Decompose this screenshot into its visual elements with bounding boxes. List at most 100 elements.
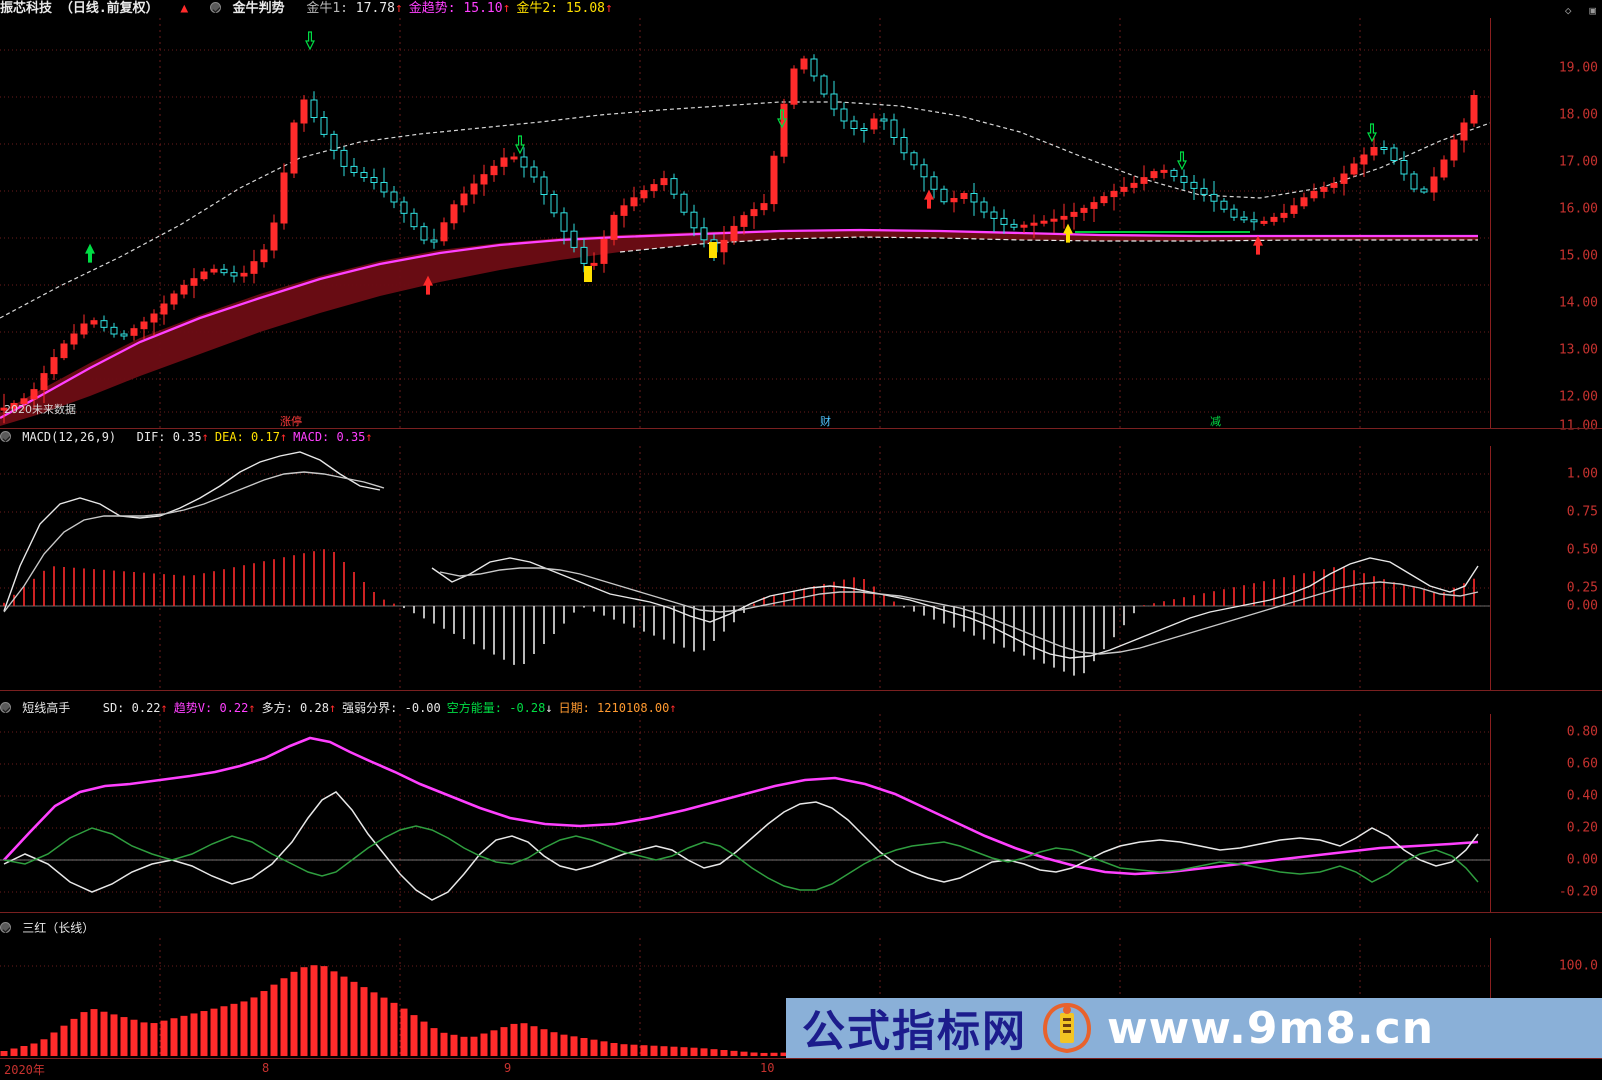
shortterm-tick: 0.80 (1566, 724, 1598, 740)
metric-value: 15.10 (455, 1, 503, 16)
chart-annotation: 2020未来数据 (4, 403, 76, 416)
metric-value: -0.00 (397, 701, 441, 715)
title-bar: 振芯科技 （日线.前复权） ▲ 金牛判势 金牛1: 17.78↑ 金趋势: 15.… (0, 0, 1602, 18)
price-tick: 17.00 (1558, 154, 1598, 170)
header-metric: DIF: 0.35↑ (137, 430, 209, 444)
shortterm-tick: 0.60 (1566, 756, 1598, 772)
up-arrow-icon: ↑ (248, 701, 256, 715)
metric-label: SD: (102, 701, 125, 715)
macd-tick: 0.50 (1566, 542, 1598, 558)
header-metric: 空方能量: -0.28↓ (447, 701, 553, 715)
sanhong-header: 三红（长线） (0, 920, 94, 937)
macd-tick: 0.00 (1566, 598, 1598, 614)
macd-plot (0, 446, 1490, 690)
metric-label: 金牛1: (306, 1, 348, 16)
price-tick: 11.00 (1558, 418, 1598, 434)
down-arrow-icon: ↓ (545, 701, 553, 715)
price-tick: 12.00 (1558, 389, 1598, 405)
header-metric: MACD: 0.35↑ (293, 430, 372, 444)
metric-label: DEA: (214, 430, 244, 444)
macd-header: MACD(12,26,9) DIF: 0.35↑ DEA: 0.17↑ MACD: … (0, 429, 379, 446)
macd-chart-panel[interactable]: 1.00 0.75 0.50 0.25 0.00 (0, 446, 1602, 690)
sanhong-toggle-icon[interactable] (0, 922, 11, 933)
main-header-values: 金牛1: 17.78↑ 金趋势: 15.10↑ 金牛2: 15.08↑ (306, 1, 619, 16)
date-tick: 10 (760, 1061, 775, 1075)
sanhong-plot (0, 938, 1490, 1058)
main-indicator-name[interactable]: 金牛判势 (232, 1, 285, 16)
macd-values: DIF: 0.35↑ DEA: 0.17↑ MACD: 0.35↑ (137, 430, 379, 444)
price-tick: 13.00 (1558, 342, 1598, 358)
metric-label: 趋势V: (173, 701, 213, 715)
shortterm-tick: 0.00 (1566, 852, 1598, 868)
indicator-toggle-icon[interactable] (209, 2, 221, 13)
price-plot (0, 18, 1491, 428)
metric-value: 0.22 (124, 701, 161, 715)
date-tick: 8 (262, 1061, 270, 1075)
header-metric: 金趋势: 15.10↑ (409, 1, 511, 16)
period-label: （日线.前复权） (59, 1, 159, 16)
shortterm-chart-panel[interactable]: 0.80 0.60 0.40 0.20 0.00 -0.20 (0, 714, 1602, 912)
metric-value: -0.28 (502, 701, 546, 715)
metric-label: 金牛2: (516, 1, 559, 16)
diamond-icon[interactable]: ◇ (1564, 4, 1572, 17)
shortterm-values: SD: 0.22↑ 趋势V: 0.22↑ 多方: 0.28↑ 强弱分界: -0.00 空… (103, 701, 683, 715)
metric-value: 0.17 (243, 430, 280, 444)
shortterm-plot (0, 714, 1490, 912)
shortterm-axis: 0.80 0.60 0.40 0.20 0.00 -0.20 (1490, 714, 1602, 912)
up-arrow-icon: ↑ (279, 430, 288, 444)
shortterm-header: 短线高手 SD: 0.22↑ 趋势V: 0.22↑ 多方: 0.28↑ 强弱分界: -… (0, 700, 683, 717)
header-metric: 金牛1: 17.78↑ (306, 1, 402, 16)
shortterm-tick: 0.40 (1566, 788, 1598, 804)
stock-name: 振芯科技 (0, 1, 53, 16)
price-tick: 18.00 (1558, 107, 1598, 123)
header-metric: DEA: 0.17↑ (215, 430, 287, 444)
price-tick: 14.00 (1558, 295, 1598, 311)
date-axis: 2020年 8 9 10 (0, 1058, 1602, 1080)
up-arrow-icon: ↑ (201, 430, 209, 444)
shortterm-toggle-icon[interactable] (0, 702, 11, 713)
price-axis: 19.00 18.00 17.00 16.00 15.00 14.00 13.0… (1490, 18, 1602, 434)
header-metric: 趋势V: 0.22↑ (174, 701, 256, 715)
date-tick: 2020年 (4, 1063, 45, 1077)
metric-label: 日期: (558, 701, 590, 715)
header-metric: 日期: 1210108.00↑ (559, 701, 677, 715)
price-tick: 15.00 (1558, 248, 1598, 264)
macd-toggle-icon[interactable] (0, 431, 11, 442)
date-tick: 9 (504, 1061, 512, 1075)
watermark-text-right: www.9m8.cn (1107, 1002, 1435, 1054)
macd-axis: 1.00 0.75 0.50 0.25 0.00 (1490, 446, 1602, 690)
shortterm-tick: -0.20 (1558, 884, 1598, 900)
up-arrow-icon: ↑ (605, 1, 613, 16)
up-arrow-icon: ↑ (669, 701, 677, 715)
metric-label: 空方能量: (446, 701, 502, 715)
up-arrow-icon: ↑ (502, 1, 511, 16)
chart-annotation: 财 (820, 415, 831, 428)
restore-window-icon[interactable]: ▣ (1589, 4, 1596, 17)
watermark-text-left: 公式指标网 (802, 1007, 1027, 1057)
sanhong-tick: 100.0 (1558, 958, 1598, 974)
metric-label: 金趋势: (408, 1, 456, 16)
window-controls[interactable]: ◇ ▣ (1555, 2, 1596, 20)
watermark-banner: 公式指标网 www.9m8.cn (786, 998, 1602, 1058)
shortterm-indicator-name[interactable]: 短线高手 (22, 701, 71, 715)
metric-label: MACD: (293, 430, 330, 444)
sanhong-chart-panel[interactable]: 100.0 (0, 938, 1602, 1058)
chart-annotation: 涨停 (280, 415, 302, 428)
sanhong-indicator-name[interactable]: 三红（长线） (22, 921, 95, 935)
up-arrow-icon: ↑ (394, 1, 403, 16)
metric-label: 多方: (261, 701, 293, 715)
header-metric: 多方: 0.28↑ (262, 701, 337, 715)
metric-value: 0.22 (212, 701, 249, 715)
price-chart-panel[interactable]: 19.00 18.00 17.00 16.00 15.00 14.00 13.0… (0, 18, 1602, 434)
metric-value: 17.78 (347, 1, 395, 16)
macd-tick: 0.25 (1566, 580, 1598, 596)
price-tick: 19.00 (1558, 60, 1598, 76)
up-arrow-icon: ↑ (365, 430, 373, 444)
up-arrow-icon: ↑ (160, 701, 168, 715)
metric-value: 1210108.00 (589, 701, 670, 715)
shortterm-tick: 0.20 (1566, 820, 1598, 836)
up-arrow-icon: ▲ (180, 1, 189, 16)
macd-indicator-name[interactable]: MACD(12,26,9) (22, 430, 117, 444)
metric-value: 0.35 (329, 430, 366, 444)
metric-label: 强弱分界: (342, 701, 398, 715)
